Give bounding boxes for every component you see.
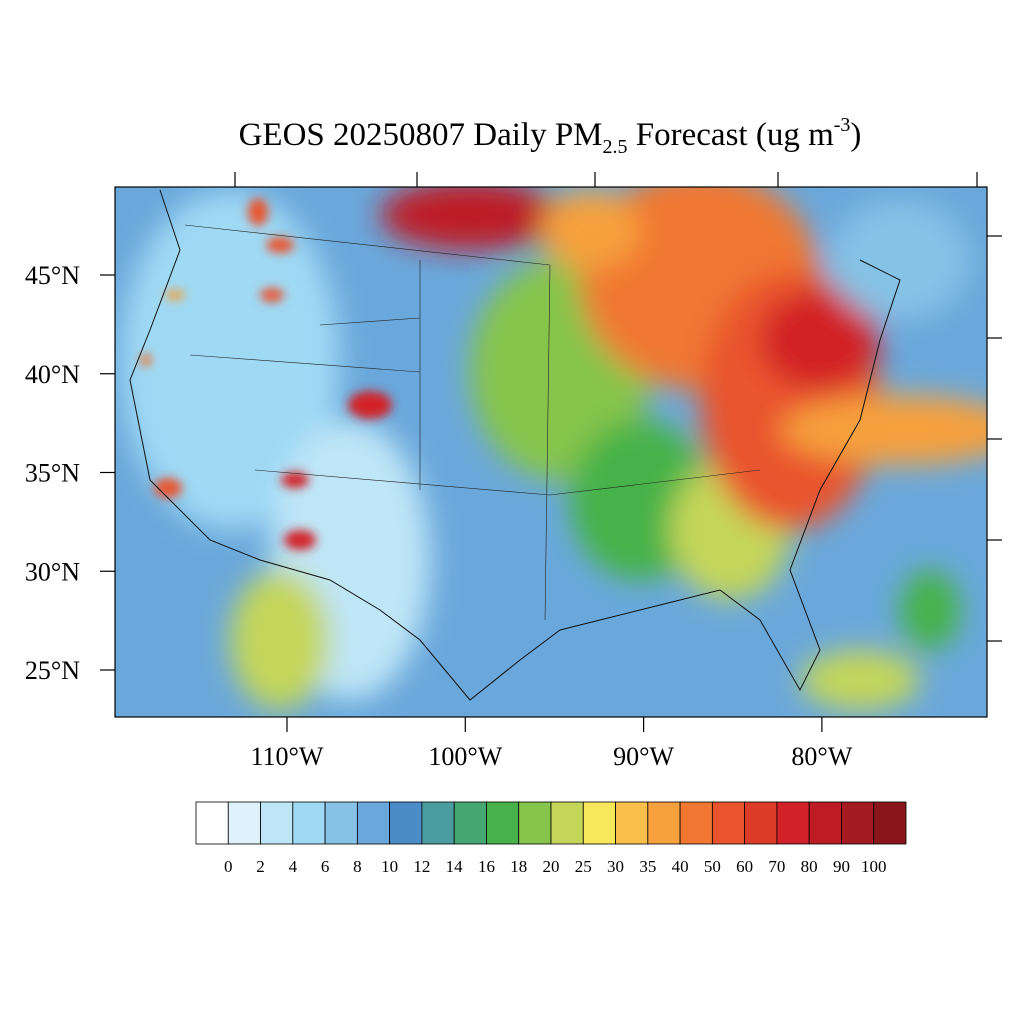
colorbar-box xyxy=(647,801,681,845)
colorbar-box xyxy=(453,801,487,845)
colorbar-label: 70 xyxy=(768,857,785,876)
colorbar-box xyxy=(744,801,778,845)
title-end: ) xyxy=(850,117,861,153)
colorbar-label: 50 xyxy=(704,857,721,876)
colorbar-label: 20 xyxy=(543,857,560,876)
colorbar-label: 25 xyxy=(575,857,592,876)
colorbar-label: 14 xyxy=(446,857,464,876)
colorbar-label: 80 xyxy=(801,857,818,876)
colorbar-box xyxy=(260,801,294,845)
colorbar-box xyxy=(679,801,713,845)
colorbar-label: 8 xyxy=(353,857,362,876)
colorbar-label: 100 xyxy=(861,857,887,876)
colorbar-label: 90 xyxy=(833,857,850,876)
colorbar-box xyxy=(841,801,875,845)
colorbar-box xyxy=(776,801,810,845)
colorbar-box xyxy=(356,801,391,845)
colorbar-label: 10 xyxy=(381,857,398,876)
colorbar-label: 2 xyxy=(256,857,265,876)
colorbar-box xyxy=(389,801,423,845)
colorbar-box xyxy=(873,801,907,845)
lon-label: 100°W xyxy=(428,742,502,771)
lon-label: 110°W xyxy=(251,742,324,771)
lon-label: 80°W xyxy=(791,742,852,771)
colorbar-box xyxy=(292,801,326,845)
colorbar-label: 4 xyxy=(289,857,298,876)
colorbar-label: 16 xyxy=(478,857,495,876)
colorbar-box xyxy=(615,801,649,845)
colorbar-box xyxy=(582,801,616,845)
colorbar-box xyxy=(711,801,746,845)
colorbar-label: 40 xyxy=(672,857,689,876)
title-main: GEOS 20250807 Daily PM xyxy=(239,117,603,153)
colorbar-label: 6 xyxy=(321,857,330,876)
colorbar-box xyxy=(421,801,455,845)
colorbar-box xyxy=(518,801,552,845)
lon-label: 90°W xyxy=(613,742,674,771)
lat-label: 40°N xyxy=(25,360,80,389)
colorbar-box xyxy=(808,801,842,845)
map-frame xyxy=(114,186,988,718)
title-mid: Forecast (ug m xyxy=(628,117,835,153)
colorbar-box xyxy=(195,801,229,845)
colorbar-box xyxy=(550,801,584,845)
colorbar-box xyxy=(227,801,261,845)
title-sub: 2.5 xyxy=(603,136,628,158)
colorbar-label: 35 xyxy=(639,857,656,876)
colorbar-label: 30 xyxy=(607,857,624,876)
title-sup: -3 xyxy=(834,114,851,136)
pm25-field xyxy=(115,187,987,717)
lat-label: 35°N xyxy=(25,459,80,488)
lat-label: 30°N xyxy=(25,557,80,586)
frame-ticks xyxy=(234,172,1002,642)
colorbar-label: 18 xyxy=(510,857,527,876)
colorbar-label: 0 xyxy=(224,857,233,876)
colorbar-label: 60 xyxy=(736,857,753,876)
lat-label: 25°N xyxy=(25,656,80,685)
map-title: GEOS 20250807 Daily PM2.5 Forecast (ug m… xyxy=(239,114,862,158)
lat-label: 45°N xyxy=(25,261,80,290)
colorbar-box xyxy=(486,801,520,845)
colorbar-label: 12 xyxy=(413,857,430,876)
colorbar-box xyxy=(324,801,358,845)
